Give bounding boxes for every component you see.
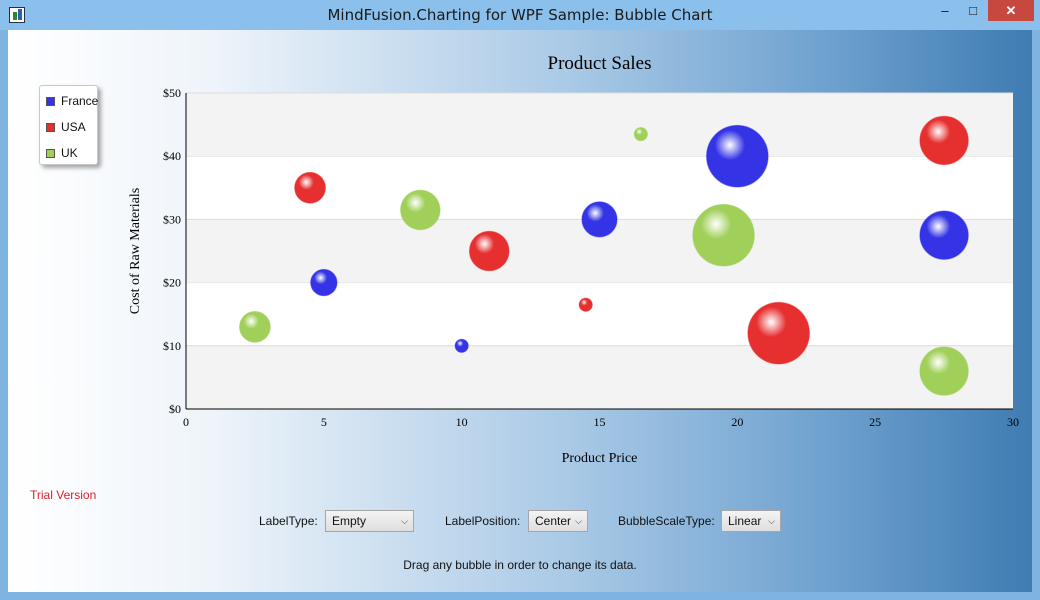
bubble-usa[interactable]	[468, 230, 510, 272]
chart-title: Product Sales	[548, 53, 652, 74]
x-tick-label: 15	[594, 415, 606, 429]
client-area: $0 $10 $20 $30 $40 $50 0 5 10 15 20 25 30 Product Sal…	[8, 30, 1032, 592]
chevron-down-icon: ⌵	[575, 516, 582, 526]
bubble-usa[interactable]	[578, 297, 593, 312]
window-title: MindFusion.Charting for WPF Sample: Bubb…	[327, 6, 713, 24]
x-tick-label: 20	[731, 415, 743, 429]
legend-label-france: France	[61, 94, 99, 108]
y-tick-label: $10	[163, 339, 181, 353]
hint-text: Drag any bubble in order to change its d…	[403, 558, 637, 572]
x-tick-label: 10	[456, 415, 468, 429]
chevron-down-icon: ⌵	[768, 516, 775, 526]
x-axis-label: Product Price	[562, 451, 638, 466]
legend-label-usa: USA	[61, 120, 86, 134]
legend-swatch-france	[46, 96, 55, 106]
controls-bar: LabelType: Empty ⌵ LabelPosition: Center…	[8, 510, 1032, 532]
bubble-france[interactable]	[310, 268, 338, 297]
minimize-button[interactable]: –	[941, 3, 949, 18]
grid-band	[186, 345, 1013, 409]
legend-swatch-usa	[46, 122, 55, 132]
app-icon[interactable]	[9, 7, 25, 23]
bubble-uk[interactable]	[919, 346, 969, 396]
label-type-value: Empty	[332, 514, 367, 528]
bubble-france[interactable]	[454, 338, 469, 353]
bubble-scale-type-label: BubbleScaleType:	[618, 514, 715, 528]
y-axis-label: Cost of Raw Materials	[128, 188, 143, 314]
bubble-uk[interactable]	[400, 189, 441, 231]
legend-item-france: France	[46, 93, 98, 109]
close-button[interactable]: ✕	[988, 0, 1034, 21]
bubble-usa[interactable]	[919, 115, 969, 166]
bubble-uk[interactable]	[633, 126, 648, 142]
label-type-combo[interactable]: Empty ⌵	[325, 510, 414, 532]
label-position-value: Center	[535, 514, 572, 528]
legend-label-uk: UK	[61, 146, 78, 160]
bubble-uk[interactable]	[239, 310, 271, 343]
title-bar: MindFusion.Charting for WPF Sample: Bubb…	[0, 0, 1040, 30]
bubble-uk[interactable]	[692, 203, 755, 267]
y-tick-label: $0	[169, 402, 181, 416]
y-tick-label: $40	[163, 149, 181, 163]
bubble-chart: $0 $10 $20 $30 $40 $50 0 5 10 15 20 25 30 Product Sal…	[128, 53, 1019, 466]
bubble-usa[interactable]	[294, 171, 326, 204]
label-position-combo[interactable]: Center ⌵	[528, 510, 588, 532]
grid-band	[186, 93, 1013, 157]
x-tick-label: 5	[321, 415, 327, 429]
bubble-france[interactable]	[706, 124, 769, 188]
y-tick-label: $20	[163, 276, 181, 290]
bubble-scale-type-value: Linear	[728, 514, 762, 528]
bubble-france[interactable]	[581, 201, 618, 238]
chevron-down-icon: ⌵	[401, 516, 408, 526]
y-tick-label: $50	[163, 86, 181, 100]
trial-version-label: Trial Version	[30, 488, 97, 502]
bubble-france[interactable]	[919, 210, 969, 260]
maximize-button[interactable]: □	[969, 3, 977, 18]
legend-item-usa: USA	[46, 119, 86, 135]
bubble-scale-type-combo[interactable]: Linear ⌵	[721, 510, 781, 532]
legend-swatch-uk	[46, 148, 55, 158]
label-position-label: LabelPosition:	[445, 514, 521, 528]
label-type-label: LabelType:	[259, 514, 318, 528]
y-tick-label: $30	[163, 212, 181, 226]
x-tick-label: 0	[183, 415, 189, 429]
x-tick-label: 25	[869, 415, 881, 429]
legend-item-uk: UK	[46, 145, 78, 161]
legend: France USA UK	[39, 85, 98, 165]
x-tick-label: 30	[1007, 415, 1019, 429]
bubble-usa[interactable]	[747, 301, 810, 365]
